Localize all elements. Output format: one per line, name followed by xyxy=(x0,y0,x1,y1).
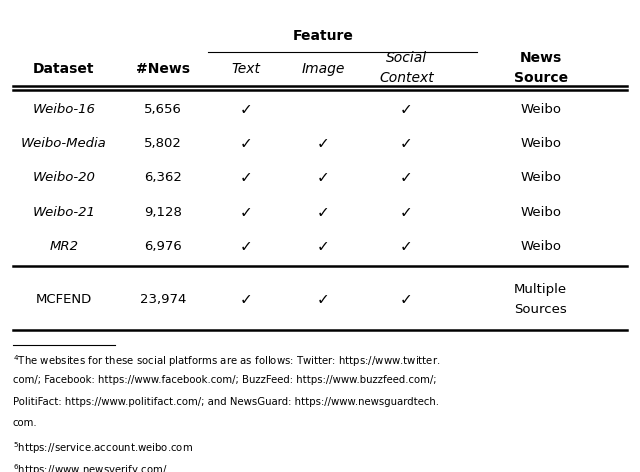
Text: ✓: ✓ xyxy=(400,170,413,185)
Text: ✓: ✓ xyxy=(317,239,330,254)
Text: ✓: ✓ xyxy=(400,136,413,151)
Text: Weibo: Weibo xyxy=(520,103,561,116)
Text: News: News xyxy=(520,51,562,65)
Text: Weibo: Weibo xyxy=(520,171,561,185)
Text: Sources: Sources xyxy=(515,303,567,316)
Text: 5,656: 5,656 xyxy=(144,103,182,116)
Text: ✓: ✓ xyxy=(317,293,330,307)
Text: 5,802: 5,802 xyxy=(144,137,182,150)
Text: ✓: ✓ xyxy=(240,205,253,219)
Text: Weibo-20: Weibo-20 xyxy=(33,171,95,185)
Text: ✓: ✓ xyxy=(400,293,413,307)
Text: ✓: ✓ xyxy=(240,293,253,307)
Text: com.: com. xyxy=(13,418,37,429)
Text: Source: Source xyxy=(514,71,568,85)
Text: Dataset: Dataset xyxy=(33,62,95,76)
Text: Feature: Feature xyxy=(292,29,354,42)
Text: Image: Image xyxy=(301,62,345,76)
Text: ✓: ✓ xyxy=(400,239,413,254)
Text: Weibo-Media: Weibo-Media xyxy=(21,137,107,150)
Text: Weibo-21: Weibo-21 xyxy=(33,206,95,219)
Text: 6,976: 6,976 xyxy=(145,240,182,253)
Text: ✓: ✓ xyxy=(240,170,253,185)
Text: Weibo: Weibo xyxy=(520,137,561,150)
Text: Context: Context xyxy=(379,71,434,85)
Text: ✓: ✓ xyxy=(317,136,330,151)
Text: Weibo-16: Weibo-16 xyxy=(33,103,95,116)
Text: ✓: ✓ xyxy=(317,170,330,185)
Text: 6,362: 6,362 xyxy=(144,171,182,185)
Text: ✓: ✓ xyxy=(400,101,413,117)
Text: 23,974: 23,974 xyxy=(140,294,186,306)
Text: ✓: ✓ xyxy=(317,205,330,219)
Text: MR2: MR2 xyxy=(49,240,79,253)
Text: MCFEND: MCFEND xyxy=(36,294,92,306)
Text: Multiple: Multiple xyxy=(514,283,568,296)
Text: #News: #News xyxy=(136,62,190,76)
Text: ✓: ✓ xyxy=(400,205,413,219)
Text: PolitiFact: https://www.politifact.com/; and NewsGuard: https://www.newsguardtec: PolitiFact: https://www.politifact.com/;… xyxy=(13,396,439,407)
Text: ✓: ✓ xyxy=(240,136,253,151)
Text: com/; Facebook: https://www.facebook.com/; BuzzFeed: https://www.buzzfeed.com/;: com/; Facebook: https://www.facebook.com… xyxy=(13,375,436,385)
Text: $^6$https://www.newsverify.com/: $^6$https://www.newsverify.com/ xyxy=(13,462,167,472)
Text: ✓: ✓ xyxy=(240,101,253,117)
Text: $^4$The websites for these social platforms are as follows: Twitter: https://www: $^4$The websites for these social platfo… xyxy=(13,353,440,369)
Text: $^5$https://service.account.weibo.com: $^5$https://service.account.weibo.com xyxy=(13,440,193,456)
Text: Weibo: Weibo xyxy=(520,206,561,219)
Text: 9,128: 9,128 xyxy=(144,206,182,219)
Text: Text: Text xyxy=(232,62,261,76)
Text: ✓: ✓ xyxy=(240,239,253,254)
Text: Social: Social xyxy=(386,51,427,65)
Text: Weibo: Weibo xyxy=(520,240,561,253)
